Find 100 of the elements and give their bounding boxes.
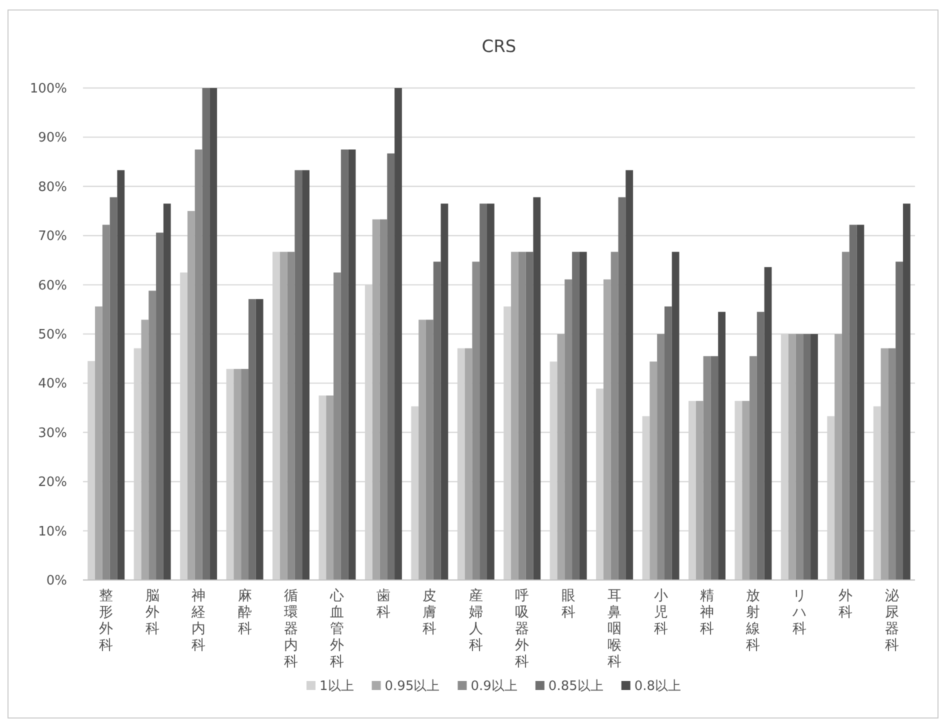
bar bbox=[718, 312, 726, 580]
bar bbox=[334, 272, 341, 580]
bar bbox=[902, 204, 910, 580]
bar bbox=[703, 356, 711, 580]
bar bbox=[464, 348, 472, 580]
bar bbox=[302, 170, 310, 580]
bar bbox=[526, 252, 534, 580]
bar bbox=[380, 219, 388, 580]
chart-title: CRS bbox=[482, 37, 516, 57]
bar bbox=[511, 252, 518, 580]
x-tick-label: 耳鼻咽喉科 bbox=[608, 588, 622, 670]
bar bbox=[117, 170, 125, 580]
x-tick-label: 循環器内科 bbox=[284, 588, 298, 670]
x-tick-label: 眼科 bbox=[561, 588, 576, 620]
bar bbox=[842, 252, 850, 580]
bar bbox=[664, 306, 672, 580]
x-tick-label: 放射線科 bbox=[745, 588, 760, 654]
bar bbox=[148, 290, 156, 580]
bar bbox=[742, 400, 750, 580]
x-tick-label: 呼吸器外科 bbox=[515, 588, 530, 670]
bar bbox=[387, 153, 395, 580]
x-tick-label: 皮膚科 bbox=[422, 588, 437, 637]
y-tick-label: 50% bbox=[38, 328, 67, 342]
bar bbox=[650, 362, 658, 580]
x-tick-label: 脳外科 bbox=[145, 588, 160, 637]
bar bbox=[710, 356, 718, 580]
y-tick-label: 30% bbox=[38, 426, 67, 441]
bar bbox=[610, 252, 618, 580]
bar bbox=[426, 320, 434, 580]
legend-label: 1以上 bbox=[320, 679, 354, 694]
bar bbox=[480, 204, 487, 580]
bar bbox=[803, 334, 811, 580]
bar bbox=[626, 170, 634, 580]
bar bbox=[348, 150, 356, 580]
y-tick-label: 90% bbox=[38, 130, 67, 146]
bar bbox=[764, 267, 772, 580]
bar bbox=[234, 368, 242, 580]
bar bbox=[756, 312, 764, 580]
y-tick-label: 70% bbox=[38, 229, 67, 244]
x-tick-label: 小児科 bbox=[654, 588, 668, 637]
y-tick-label: 60% bbox=[38, 278, 67, 294]
bar bbox=[856, 224, 864, 580]
bar bbox=[163, 204, 171, 580]
bar bbox=[256, 299, 264, 580]
x-tick-label: 精神科 bbox=[700, 588, 714, 637]
x-tick-label: 産婦人科 bbox=[468, 588, 483, 654]
bar bbox=[433, 262, 441, 580]
x-tick-label: 麻酔科 bbox=[238, 588, 252, 637]
bar bbox=[287, 252, 295, 580]
y-tick-label: 10% bbox=[38, 524, 67, 540]
bar bbox=[372, 219, 380, 580]
x-tick-label: 歯科 bbox=[376, 588, 390, 620]
bar bbox=[202, 88, 210, 580]
bar bbox=[340, 150, 348, 580]
bar bbox=[326, 396, 334, 580]
x-tick-label: リハ科 bbox=[791, 588, 806, 637]
bar bbox=[557, 334, 565, 580]
bar bbox=[888, 348, 896, 580]
legend-label: 0.9以上 bbox=[470, 679, 518, 694]
bar bbox=[657, 334, 664, 580]
bar bbox=[849, 224, 857, 580]
legend-label: 0.95以上 bbox=[384, 679, 440, 694]
x-tick-label: 整形外科 bbox=[99, 588, 114, 654]
bar bbox=[394, 88, 402, 580]
y-tick-label: 20% bbox=[38, 475, 67, 490]
bar bbox=[880, 348, 888, 580]
bar bbox=[294, 170, 302, 580]
bar bbox=[280, 252, 288, 580]
bar bbox=[533, 197, 541, 580]
x-tick-label: 神経内科 bbox=[190, 588, 206, 654]
legend-label: 0.85以上 bbox=[548, 679, 604, 694]
bar bbox=[418, 320, 426, 580]
x-tick-label: 外科 bbox=[838, 588, 853, 620]
bar bbox=[241, 368, 248, 580]
bar bbox=[518, 252, 526, 580]
y-tick-label: 100% bbox=[30, 82, 67, 96]
bar bbox=[672, 252, 680, 580]
bar bbox=[210, 88, 218, 580]
x-tick-label: 心血管外科 bbox=[329, 588, 344, 670]
bar bbox=[95, 306, 102, 580]
bar bbox=[788, 334, 796, 580]
bar bbox=[750, 356, 757, 580]
bar bbox=[156, 232, 164, 580]
bar bbox=[696, 400, 704, 580]
y-tick-label: 0% bbox=[46, 574, 67, 588]
bar bbox=[472, 262, 480, 580]
bar bbox=[796, 334, 804, 580]
bar bbox=[579, 252, 587, 580]
bar bbox=[187, 211, 195, 580]
x-tick-label: 泌尿器科 bbox=[884, 588, 899, 654]
y-tick-label: 40% bbox=[38, 376, 67, 392]
bar bbox=[834, 334, 842, 580]
bar bbox=[194, 150, 202, 580]
bar bbox=[486, 204, 494, 580]
bar bbox=[618, 197, 626, 580]
y-tick-label: 80% bbox=[38, 180, 67, 195]
bar bbox=[603, 279, 611, 580]
legend-label: 0.8以上 bbox=[634, 679, 682, 694]
bar bbox=[110, 197, 118, 580]
bar bbox=[896, 262, 903, 580]
